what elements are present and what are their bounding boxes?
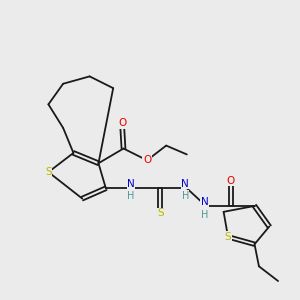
- Text: N: N: [201, 196, 208, 206]
- Text: N: N: [127, 179, 135, 189]
- Text: S: S: [45, 167, 52, 177]
- Text: H: H: [182, 190, 189, 201]
- Text: S: S: [225, 232, 231, 242]
- Text: H: H: [201, 210, 208, 220]
- Text: O: O: [143, 155, 151, 165]
- Text: O: O: [118, 118, 126, 128]
- Text: N: N: [182, 179, 189, 189]
- Text: H: H: [127, 190, 134, 201]
- Text: S: S: [157, 208, 164, 218]
- Text: O: O: [227, 176, 235, 186]
